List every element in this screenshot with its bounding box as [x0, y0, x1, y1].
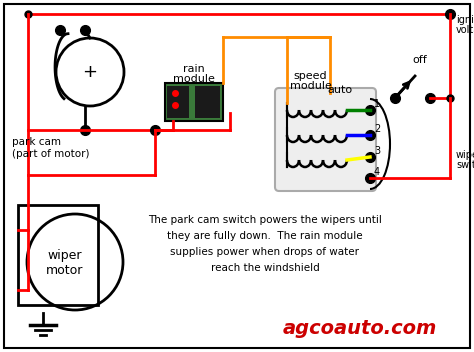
FancyBboxPatch shape: [275, 88, 376, 191]
Text: module: module: [290, 81, 331, 91]
Text: auto: auto: [328, 85, 353, 95]
Text: motor: motor: [46, 264, 84, 277]
Text: wiper: wiper: [456, 150, 474, 160]
Bar: [165, 83, 223, 121]
Text: voltage: voltage: [456, 25, 474, 35]
Text: they are fully down.  The rain module: they are fully down. The rain module: [167, 231, 363, 241]
Text: 1: 1: [374, 99, 380, 109]
Text: module: module: [173, 74, 215, 84]
Text: speed: speed: [294, 71, 328, 81]
Bar: [167, 86, 189, 118]
Bar: [195, 86, 220, 118]
Bar: [18, 205, 98, 305]
Text: reach the windshield: reach the windshield: [210, 263, 319, 273]
Text: 2: 2: [374, 124, 380, 134]
Text: off: off: [413, 55, 428, 65]
Text: rain: rain: [183, 64, 205, 74]
Text: +: +: [82, 63, 98, 81]
Text: agcoauto.com: agcoauto.com: [283, 319, 437, 338]
Text: supplies power when drops of water: supplies power when drops of water: [171, 247, 359, 257]
Text: 3: 3: [374, 146, 380, 156]
Text: ignition: ignition: [456, 15, 474, 25]
Text: The park cam switch powers the wipers until: The park cam switch powers the wipers un…: [148, 215, 382, 225]
Text: switch: switch: [456, 160, 474, 170]
Text: 4: 4: [374, 167, 380, 177]
Text: wiper: wiper: [48, 249, 82, 262]
Text: park cam: park cam: [12, 137, 61, 147]
Text: (part of motor): (part of motor): [12, 149, 90, 159]
